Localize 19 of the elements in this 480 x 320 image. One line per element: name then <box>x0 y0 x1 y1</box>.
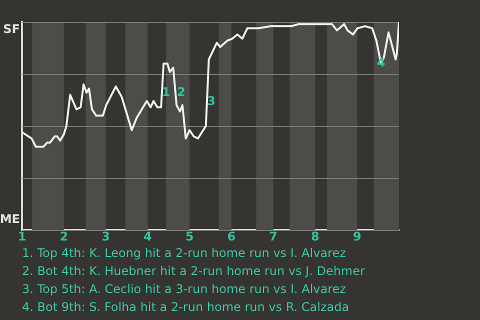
x-tick-label: 5 <box>185 229 194 244</box>
text: 1. Top 4th: K. Leong hit a 2-run home run vs I. Alvarez <box>22 245 347 262</box>
text: SF <box>3 22 20 36</box>
annotation: 2 <box>177 84 186 99</box>
annotation: 1 <box>162 84 170 99</box>
x-tick-label: 4 <box>143 229 152 244</box>
text: 2. Bot 4th: K. Huebner hit a 2-run home run vs J. Dehmer <box>22 263 365 280</box>
x-tick-label: 1 <box>18 229 26 244</box>
x-tick-label: 3 <box>102 229 110 244</box>
annotation: 4 <box>376 56 386 70</box>
x-tick-label: 2 <box>60 229 68 244</box>
x-tick-label: 9 <box>352 229 362 244</box>
text: 4. Bot 9th: S. Folha hit a 2-run home run vs R. Calzada <box>22 299 350 316</box>
x-tick-label: 7 <box>269 229 278 244</box>
text: ME <box>0 212 20 226</box>
x-tick-label: 8 <box>311 229 320 244</box>
text: 3. Top 5th: A. Ceclio hit a 3-run home run vs I. Alvarez <box>22 281 347 298</box>
annotation: 3 <box>207 94 216 108</box>
x-tick-label: 6 <box>227 229 236 244</box>
